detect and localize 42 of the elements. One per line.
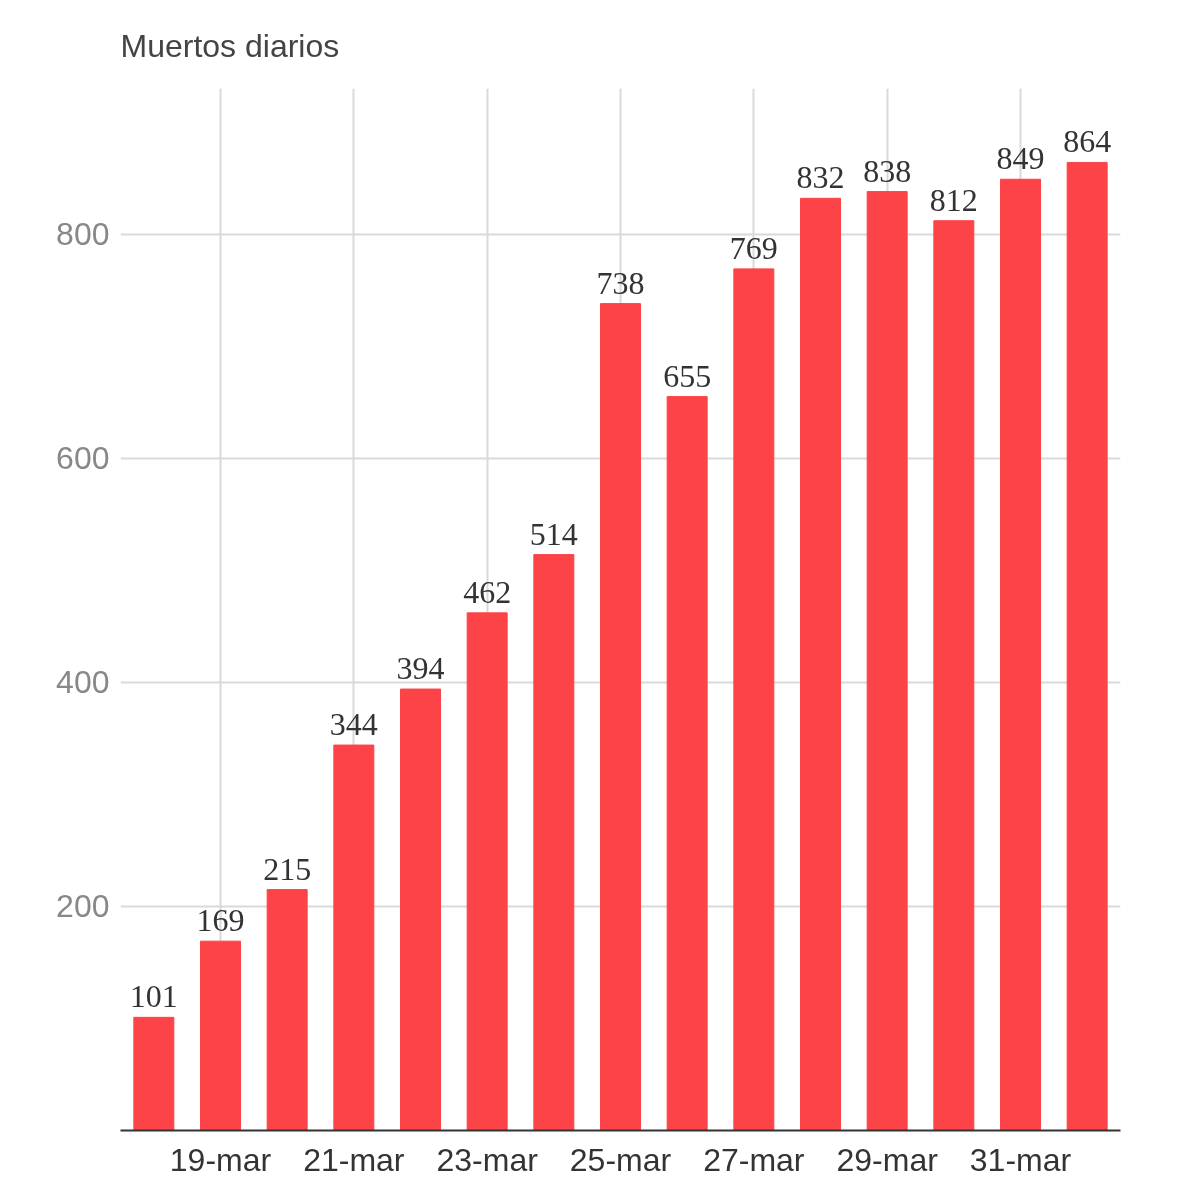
data-label: 655 [663, 357, 712, 394]
data-label: 838 [863, 152, 912, 189]
bar [1066, 161, 1108, 1131]
bar [600, 303, 641, 1131]
bar [800, 197, 841, 1131]
x-tick-label: 25-mar [569, 1141, 672, 1178]
bar [533, 554, 575, 1131]
data-label: 738 [596, 264, 645, 301]
data-label: 769 [729, 229, 778, 266]
y-tick-label: 600 [56, 440, 110, 477]
data-label: 812 [929, 181, 978, 218]
x-tick-label: 29-mar [836, 1141, 939, 1178]
chart-title: Muertos diarios [120, 27, 340, 64]
data-label: 101 [129, 978, 178, 1015]
data-label: 462 [463, 573, 512, 610]
bar [200, 940, 241, 1131]
bar [666, 396, 708, 1131]
y-tick-label: 800 [56, 216, 110, 253]
x-tick-label: 19-mar [169, 1141, 272, 1178]
data-label: 394 [396, 650, 445, 687]
bar [933, 220, 975, 1131]
data-label: 832 [796, 159, 845, 196]
bar [400, 688, 441, 1131]
x-tick-label: 27-mar [703, 1141, 805, 1178]
bar [733, 268, 775, 1131]
data-label: 344 [329, 706, 378, 743]
bar [866, 191, 908, 1131]
data-label: 215 [263, 850, 312, 887]
y-tick-label: 200 [56, 888, 110, 925]
data-label: 514 [529, 515, 578, 552]
bar [266, 889, 308, 1131]
data-label: 864 [1063, 123, 1112, 160]
data-label: 169 [196, 902, 245, 939]
y-tick-label: 400 [56, 664, 110, 701]
x-tick-label: 31-mar [969, 1141, 1072, 1178]
bar [1000, 178, 1041, 1131]
bar [466, 612, 508, 1131]
data-label: 849 [996, 140, 1045, 177]
x-tick-label: 21-mar [303, 1141, 405, 1178]
bar [333, 744, 375, 1131]
x-tick-label: 23-mar [436, 1141, 539, 1178]
bar [133, 1016, 175, 1131]
